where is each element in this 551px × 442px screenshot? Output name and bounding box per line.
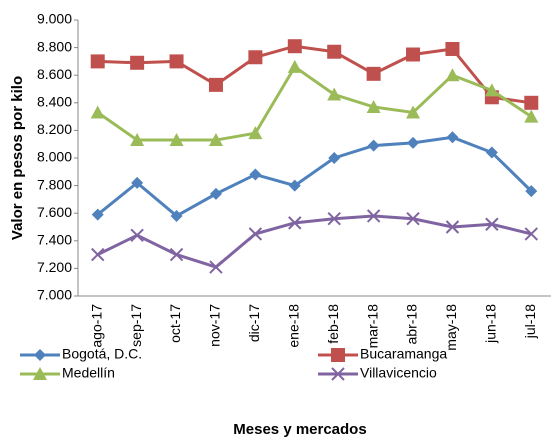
- marker: [407, 136, 420, 149]
- y-tick-label: 7.400: [37, 232, 72, 248]
- y-tick-label: 8.400: [37, 94, 72, 110]
- series-line: [96, 135, 533, 218]
- x-tick-label: jul-18: [522, 304, 538, 339]
- x-tick-label: may-18: [443, 304, 459, 351]
- marker: [170, 209, 183, 222]
- marker: [524, 227, 538, 241]
- x-tick-label: ene-18: [285, 304, 301, 348]
- marker: [130, 228, 144, 242]
- marker: [288, 179, 301, 192]
- x-tick-label: mar-18: [364, 304, 380, 349]
- legend-label: Medellín: [62, 365, 115, 381]
- marker: [249, 168, 262, 181]
- legend-label: Villavicencio: [360, 365, 437, 381]
- marker: [445, 220, 460, 234]
- x-tick-label: nov-17: [207, 304, 223, 347]
- marker: [169, 54, 184, 69]
- marker: [327, 87, 342, 101]
- x-axis-title: Meses y mercados: [233, 421, 366, 438]
- marker: [484, 83, 499, 97]
- y-tick-label: 7.800: [37, 176, 72, 192]
- marker: [209, 260, 223, 274]
- y-tick-label: 7.600: [37, 204, 72, 220]
- marker: [406, 47, 421, 62]
- y-tick-label: 8.200: [37, 121, 72, 137]
- y-tick-label: 8.800: [37, 38, 72, 54]
- marker: [327, 44, 342, 59]
- marker: [524, 109, 539, 123]
- series-line: [97, 44, 532, 105]
- x-tick-label: abr-18: [404, 304, 420, 345]
- marker: [406, 212, 420, 226]
- x-tick-label: feb-18: [325, 304, 341, 344]
- marker: [34, 349, 46, 361]
- marker: [91, 247, 105, 262]
- marker: [366, 66, 381, 81]
- marker: [327, 212, 341, 226]
- y-tick-label: 7.000: [37, 287, 72, 303]
- marker: [248, 126, 263, 140]
- marker: [287, 59, 302, 73]
- x-tick-label: sep-17: [128, 304, 144, 347]
- marker: [331, 367, 345, 381]
- x-tick-label: oct-17: [167, 304, 183, 343]
- marker: [366, 99, 381, 113]
- marker: [130, 133, 145, 147]
- marker: [287, 39, 302, 54]
- marker: [169, 247, 184, 262]
- y-axis-title: Valor en pesos por kilo: [9, 76, 26, 240]
- marker: [445, 68, 460, 82]
- marker: [485, 146, 498, 159]
- marker: [485, 217, 499, 231]
- marker: [525, 185, 538, 198]
- y-tick-label: 9.000: [37, 11, 72, 27]
- marker: [367, 139, 380, 152]
- marker: [90, 105, 105, 119]
- marker: [130, 55, 145, 70]
- marker: [524, 95, 539, 110]
- marker: [208, 133, 223, 147]
- marker: [446, 131, 459, 144]
- marker: [208, 77, 223, 92]
- marker: [33, 367, 47, 380]
- series-line: [96, 64, 533, 142]
- marker: [366, 209, 381, 223]
- marker: [169, 133, 184, 147]
- marker: [90, 54, 105, 69]
- marker: [445, 41, 460, 56]
- marker: [131, 176, 144, 189]
- x-tick-label: dic-17: [246, 304, 262, 342]
- marker: [288, 216, 302, 230]
- x-tick-label: ago-17: [88, 304, 104, 348]
- marker: [331, 348, 345, 362]
- marker: [406, 105, 421, 119]
- series-line: [97, 214, 532, 269]
- y-tick-label: 8.600: [37, 66, 72, 82]
- x-tick-label: jun-18: [483, 304, 499, 344]
- y-tick-label: 8.000: [37, 149, 72, 165]
- y-tick-label: 7.200: [37, 259, 72, 275]
- marker: [328, 152, 341, 164]
- marker: [248, 50, 263, 65]
- marker: [91, 208, 104, 221]
- marker: [248, 227, 263, 241]
- legend-label: Bogotá, D.C.: [62, 346, 142, 362]
- legend-label: Bucaramanga: [360, 346, 447, 362]
- marker: [209, 187, 222, 200]
